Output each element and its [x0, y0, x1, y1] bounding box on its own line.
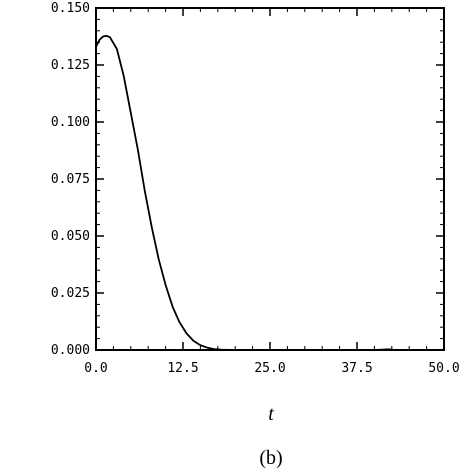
- y-tick-label: 0.150: [51, 1, 90, 16]
- plot-frame: [95, 7, 445, 351]
- axis-ticks: [95, 7, 445, 351]
- x-tick-label: 37.5: [341, 361, 372, 376]
- series-group: [95, 34, 444, 351]
- x-axis-label: t: [268, 403, 274, 425]
- x-tick-label: 25.0: [254, 361, 285, 376]
- y-tick-label: 0.050: [51, 229, 90, 244]
- x-tick-labels: 0.0 12.5 25.0 37.5 50.0: [84, 361, 459, 376]
- y-tick-label: 0.075: [51, 172, 90, 187]
- y-tick-labels: 0.000 0.025 0.050 0.075 0.100 0.125 0.150: [51, 1, 90, 358]
- figure-caption: (b): [259, 447, 282, 469]
- x-tick-label: 12.5: [167, 361, 198, 376]
- y-tick-label: 0.125: [51, 58, 90, 73]
- y-tick-label: 0.000: [51, 343, 90, 358]
- y-tick-label: 0.100: [51, 115, 90, 130]
- plot-frame-rect: [95, 7, 445, 351]
- y-tick-label: 0.025: [51, 286, 90, 301]
- series-line: [95, 34, 444, 351]
- x-tick-label: 50.0: [428, 361, 459, 376]
- x-tick-label: 0.0: [84, 361, 107, 376]
